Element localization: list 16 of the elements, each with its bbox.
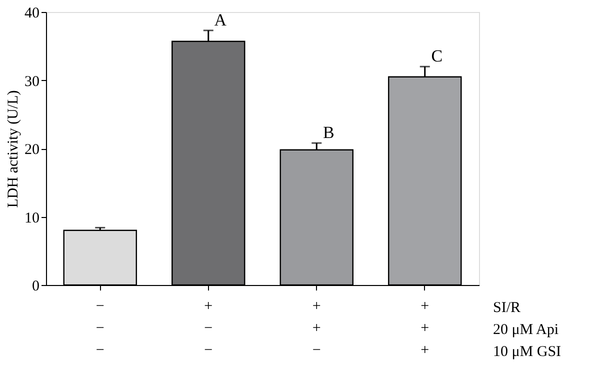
text: SI/R: [493, 300, 521, 316]
y-tick-label: 0: [32, 278, 40, 294]
annotation: B: [322, 123, 334, 142]
annotation: C: [431, 46, 443, 66]
annotation: A: [214, 10, 228, 30]
x-tick-label: + + −: [312, 298, 321, 358]
y-axis-title: LDH activity (U/L): [6, 90, 22, 208]
text: 10 μM GSI: [493, 344, 562, 360]
y-tick-label: 30: [24, 74, 40, 90]
y-tick-label: 10: [24, 210, 40, 226]
y-tick-label: 40: [24, 6, 40, 22]
y-tick-label: 20: [24, 142, 40, 158]
x-tick-label: + + +: [420, 298, 430, 358]
x-tick-label: + − −: [204, 298, 213, 358]
x-tick-label: − − −: [96, 298, 104, 358]
text: 20 μM Api: [493, 322, 559, 338]
